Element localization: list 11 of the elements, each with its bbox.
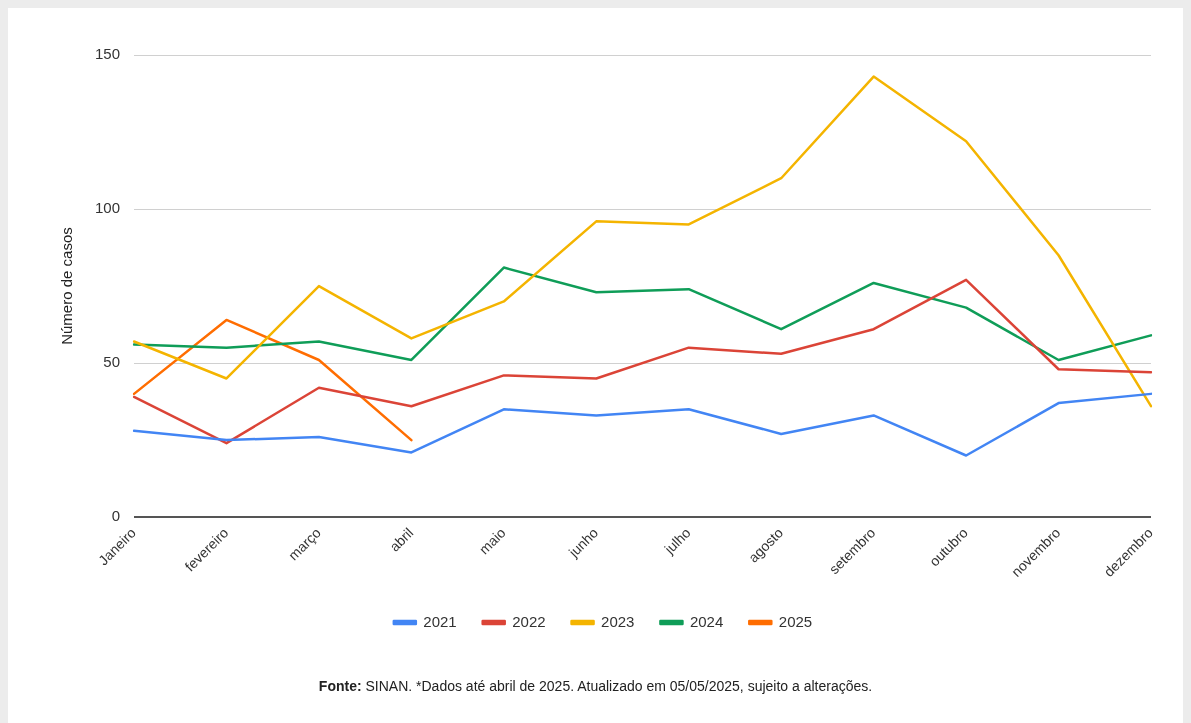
y-tick-label: 150 [95, 45, 121, 63]
legend-label: 2025 [778, 612, 813, 630]
legend-label: 2022 [512, 612, 546, 630]
y-tick-label: 100 [95, 199, 121, 217]
y-tick-label: 50 [103, 353, 121, 371]
legend-label: 2021 [423, 612, 457, 630]
y-tick-label: 0 [111, 507, 121, 525]
source-note: Fonte: SINAN. *Dados até abril de 2025. Atualizado em 05/05/2025, sujeito a alterações. [317, 678, 874, 694]
legend-label: 2024 [689, 612, 724, 630]
y-axis-title: Número de casos [58, 227, 76, 345]
legend-label: 2023 [601, 612, 635, 630]
